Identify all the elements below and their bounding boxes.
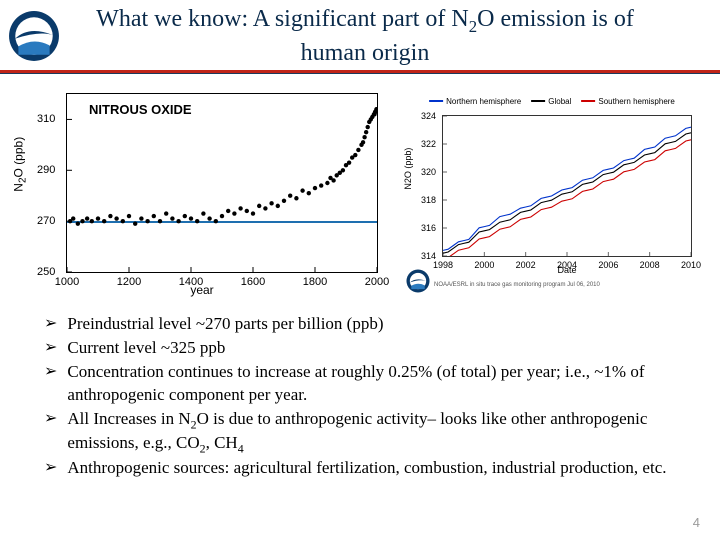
- slide-title: What we know: A significant part of N2O …: [70, 4, 700, 68]
- bullet-item: ➢ Current level ~325 ppb: [44, 337, 676, 360]
- bullet-text: Preindustrial level ~270 parts per billi…: [67, 313, 383, 336]
- chart-recent-n2o: Northern hemisphere Global Southern hemisp…: [406, 93, 698, 293]
- chart-right-legend: Northern hemisphere Global Southern hemisp…: [429, 97, 675, 106]
- chart-left-ylabel: N2O (ppb): [11, 137, 28, 192]
- chart-left-plot: NITROUS OXIDE 25027029031010001200140016…: [66, 93, 378, 273]
- bullet-text: Concentration continues to increase at r…: [67, 361, 676, 407]
- legend-item: Northern hemisphere: [429, 97, 521, 106]
- noaa-small-logo-icon: [406, 269, 430, 293]
- bullet-item: ➢ Preindustrial level ~270 parts per bill…: [44, 313, 676, 336]
- bullet-text: All Increases in N2O is due to anthropog…: [67, 408, 676, 457]
- page-number: 4: [693, 515, 700, 530]
- chart-right-ylabel: N2O (ppb): [403, 147, 413, 189]
- bullet-item: ➢ All Increases in N2O is due to anthropo…: [44, 408, 676, 457]
- legend-item: Global: [531, 97, 571, 106]
- arrow-icon: ➢: [44, 408, 57, 430]
- chart-historical-n2o: N2O (ppb) NITROUS OXIDE 2502702903101000…: [22, 89, 382, 299]
- legend-item: Southern hemisphere: [581, 97, 675, 106]
- chart-right-xlabel: Date: [442, 265, 692, 275]
- bullet-item: ➢ Concentration continues to increase at …: [44, 361, 676, 407]
- chart-left-svg: [67, 94, 377, 272]
- arrow-icon: ➢: [44, 337, 57, 359]
- bullet-item: ➢ Anthropogenic sources: agricultural fer…: [44, 457, 676, 480]
- noaa-logo-icon: [8, 10, 60, 62]
- arrow-icon: ➢: [44, 457, 57, 479]
- chart-left-xlabel: year: [22, 283, 382, 297]
- chart-right-svg: [443, 116, 691, 256]
- chart-right-attribution: NOAA/ESRL in situ trace gas monitoring p…: [434, 282, 600, 289]
- chart-right-plot: 3143163183203223241998200020022004200620…: [442, 115, 692, 257]
- slide-header: What we know: A significant part of N2O …: [0, 0, 720, 73]
- arrow-icon: ➢: [44, 313, 57, 335]
- bullet-text: Anthropogenic sources: agricultural fert…: [67, 457, 666, 480]
- charts-row: N2O (ppb) NITROUS OXIDE 2502702903101000…: [0, 75, 720, 305]
- bullet-list: ➢ Preindustrial level ~270 parts per bill…: [0, 305, 720, 481]
- arrow-icon: ➢: [44, 361, 57, 383]
- bullet-text: Current level ~325 ppb: [67, 337, 225, 360]
